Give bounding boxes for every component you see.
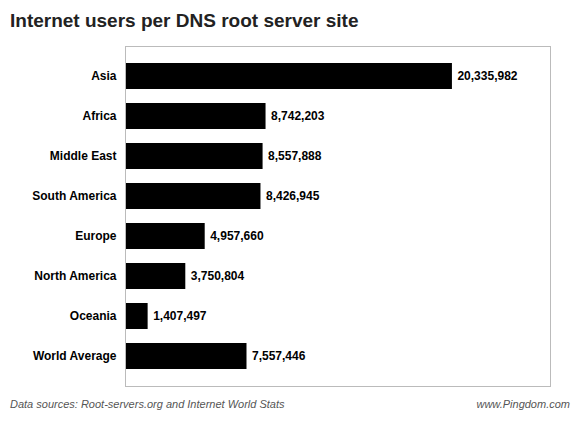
svg-text:8,557,888: 8,557,888 [268,149,322,163]
html-text:www.Pingdom.com: www.Pingdom.com [476,398,570,410]
svg-text:South America: South America [32,189,117,203]
svg-text:3,750,804: 3,750,804 [191,269,245,283]
svg-text:4,957,660: 4,957,660 [210,229,264,243]
svg-text:Asia: Asia [91,69,117,83]
svg-text:8,742,203: 8,742,203 [271,109,325,123]
svg-text:North America: North America [34,269,117,283]
svg-text:World Average: World Average [33,349,117,363]
svg-text:20,335,982: 20,335,982 [457,69,517,83]
svg-text:7,557,446: 7,557,446 [252,349,306,363]
svg-text:Europe: Europe [75,229,117,243]
svg-text:Middle East: Middle East [50,149,117,163]
svg-text:8,426,945: 8,426,945 [266,189,320,203]
svg-text:Africa: Africa [82,109,116,123]
svg-text:1,407,497: 1,407,497 [153,309,207,323]
html-text:Data sources: Root-servers.org: Data sources: Root-servers.org and Inter… [10,398,285,410]
svg-text:Oceania: Oceania [70,309,117,323]
html-text:Internet users per DNS root se: Internet users per DNS root server site [10,10,359,31]
